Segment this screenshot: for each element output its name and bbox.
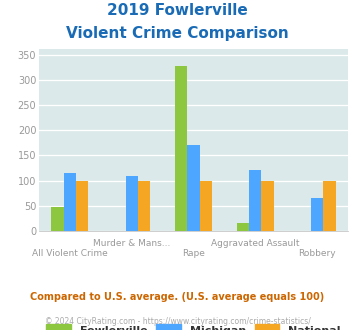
Text: Compared to U.S. average. (U.S. average equals 100): Compared to U.S. average. (U.S. average … bbox=[31, 292, 324, 302]
Bar bbox=[126, 176, 138, 231]
Text: All Violent Crime: All Violent Crime bbox=[32, 249, 108, 258]
Bar bbox=[64, 173, 76, 231]
Bar bbox=[237, 223, 249, 231]
Bar bbox=[261, 181, 274, 231]
Bar bbox=[311, 198, 323, 231]
Bar bbox=[249, 170, 261, 231]
Text: © 2024 CityRating.com - https://www.cityrating.com/crime-statistics/: © 2024 CityRating.com - https://www.city… bbox=[45, 317, 310, 326]
Text: 2019 Fowlerville: 2019 Fowlerville bbox=[107, 3, 248, 18]
Legend: Fowlerville, Michigan, National: Fowlerville, Michigan, National bbox=[42, 320, 345, 330]
Bar bbox=[175, 66, 187, 231]
Bar bbox=[138, 181, 150, 231]
Text: Violent Crime Comparison: Violent Crime Comparison bbox=[66, 26, 289, 41]
Bar bbox=[323, 181, 335, 231]
Text: Rape: Rape bbox=[182, 249, 205, 258]
Bar bbox=[200, 181, 212, 231]
Bar bbox=[76, 181, 88, 231]
Text: Aggravated Assault: Aggravated Assault bbox=[211, 239, 300, 248]
Text: Robbery: Robbery bbox=[298, 249, 336, 258]
Text: Murder & Mans...: Murder & Mans... bbox=[93, 239, 170, 248]
Bar bbox=[51, 207, 64, 231]
Bar bbox=[187, 145, 200, 231]
